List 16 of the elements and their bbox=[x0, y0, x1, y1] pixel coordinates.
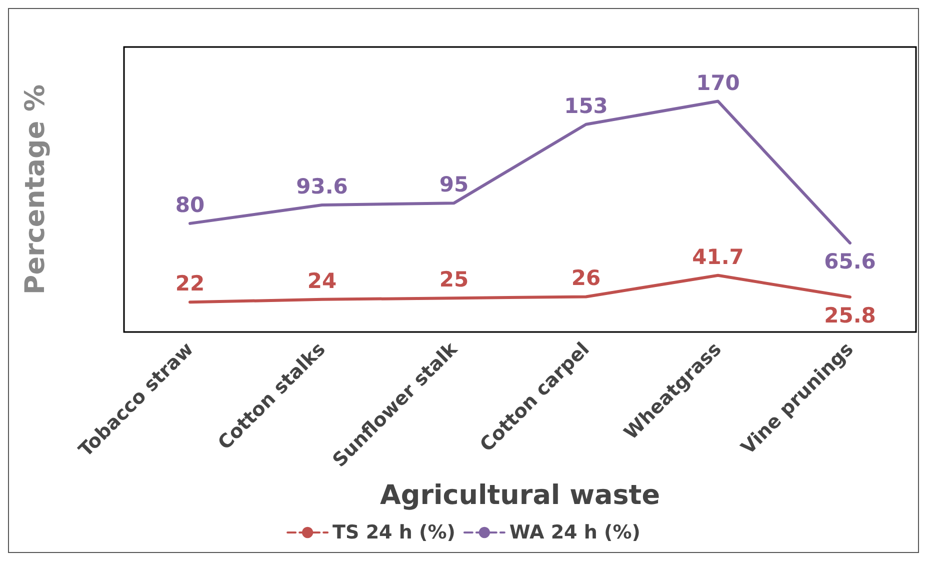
data-label: 153 bbox=[564, 94, 608, 118]
legend-label: WA 24 h (%) bbox=[509, 522, 640, 544]
data-label: 80 bbox=[175, 192, 205, 217]
data-label: 24 bbox=[307, 268, 337, 293]
legend-label: TS 24 h (%) bbox=[332, 522, 456, 544]
data-label: 95 bbox=[439, 172, 469, 197]
data-label: 22 bbox=[175, 272, 205, 296]
data-label: 93.6 bbox=[296, 174, 348, 198]
data-label: 170 bbox=[696, 70, 740, 95]
data-label: 65.6 bbox=[824, 249, 876, 274]
data-label: 25 bbox=[439, 268, 469, 292]
y-axis-title: Percentage % bbox=[20, 84, 51, 295]
x-axis-title: Agricultural waste bbox=[380, 480, 660, 511]
data-label: 26 bbox=[571, 266, 601, 290]
data-label: 41.7 bbox=[692, 244, 744, 269]
data-label: 25.8 bbox=[824, 303, 876, 328]
